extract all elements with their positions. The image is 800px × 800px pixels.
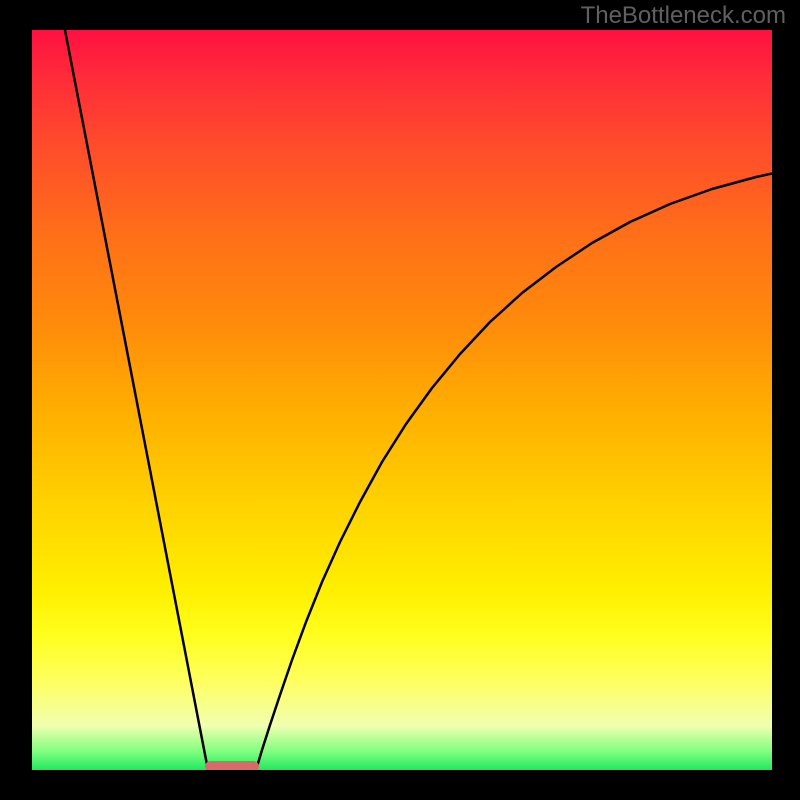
bottom-marker-pill [205,761,259,770]
curve-overlay [32,30,772,770]
chart-container: TheBottleneck.com [0,0,800,800]
right-log-curve [256,163,772,770]
plot-area [32,30,772,770]
left-descending-line [64,30,208,770]
watermark-text: TheBottleneck.com [581,2,786,30]
